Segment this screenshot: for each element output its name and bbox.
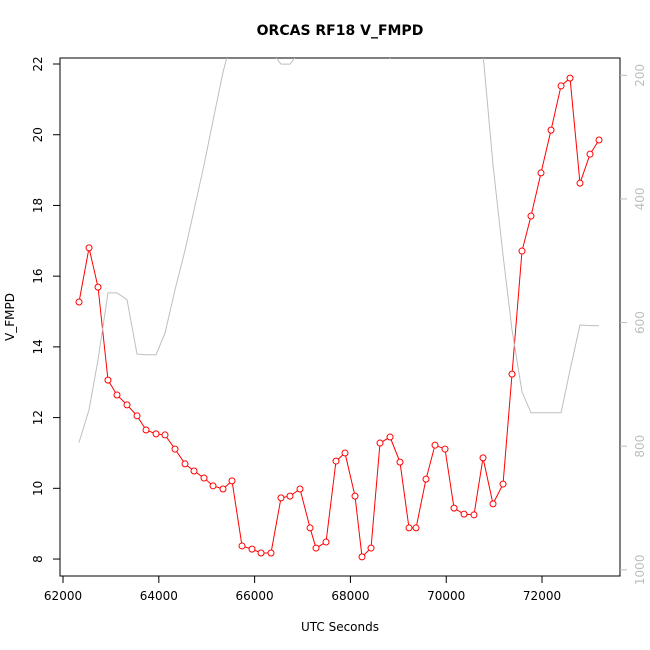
data-point	[296, 485, 304, 493]
chart-title: ORCAS RF18 V_FMPD	[257, 23, 424, 39]
plot-frame	[59, 57, 621, 577]
data-point	[238, 542, 246, 550]
x-tick-label: 64000	[140, 589, 178, 603]
data-point	[209, 482, 217, 490]
data-point	[460, 510, 468, 518]
data-point	[133, 412, 141, 420]
data-point	[161, 431, 169, 439]
data-point	[257, 549, 265, 557]
data-point	[367, 544, 375, 552]
y-tick-label: 12	[31, 410, 45, 425]
data-point	[450, 504, 458, 512]
data-point	[422, 475, 430, 483]
data-point	[527, 212, 535, 220]
x-tick-label: 70000	[427, 589, 465, 603]
data-point	[376, 439, 384, 447]
data-point	[75, 298, 83, 306]
series-line	[78, 58, 600, 443]
data-point	[306, 524, 314, 532]
y2-tick-label: 200	[633, 64, 647, 87]
data-point	[412, 524, 420, 532]
plot-area	[75, 58, 603, 561]
data-point	[286, 492, 294, 500]
data-point	[595, 136, 603, 144]
x-tick-label: 72000	[523, 589, 561, 603]
data-point	[341, 449, 349, 457]
data-point	[171, 445, 179, 453]
x-tick-label: 66000	[236, 589, 274, 603]
data-point	[386, 433, 394, 441]
y2-tick-label: 600	[633, 311, 647, 334]
data-point	[152, 430, 160, 438]
y-tick-label: 20	[31, 127, 45, 142]
data-point	[267, 549, 275, 557]
data-point	[200, 474, 208, 482]
data-point	[547, 126, 555, 134]
data-point	[479, 454, 487, 462]
data-point	[332, 457, 340, 465]
data-point	[358, 553, 366, 561]
y-tick-label: 14	[31, 339, 45, 354]
data-point	[518, 247, 526, 255]
y-tick-label: 16	[31, 269, 45, 284]
y-axis-label: V_FMPD	[3, 293, 17, 341]
data-point	[557, 82, 565, 90]
data-point	[405, 524, 413, 532]
y2-tick-label: 400	[633, 187, 647, 210]
data-point	[190, 467, 198, 475]
data-point	[312, 544, 320, 552]
data-point	[396, 458, 404, 466]
data-point	[351, 492, 359, 500]
x-axis-label: UTC Seconds	[301, 620, 379, 634]
data-point	[123, 401, 131, 409]
y-tick-label: 18	[31, 198, 45, 213]
data-point	[113, 391, 121, 399]
y-tick-label: 22	[31, 56, 45, 71]
data-point	[576, 179, 584, 187]
data-point	[248, 545, 256, 553]
data-point	[537, 169, 545, 177]
data-point	[104, 376, 112, 384]
data-point	[277, 494, 285, 502]
y-tick-label: 8	[31, 555, 45, 563]
data-point	[431, 441, 439, 449]
data-point	[499, 480, 507, 488]
data-point	[219, 485, 227, 493]
data-point	[566, 74, 574, 82]
data-point	[85, 244, 93, 252]
series-line	[78, 77, 600, 558]
data-point	[142, 426, 150, 434]
data-point	[441, 445, 449, 453]
x-tick-label: 62000	[44, 589, 82, 603]
data-point	[470, 511, 478, 519]
y2-tick-label: 1000	[633, 555, 647, 586]
y-tick-label: 10	[31, 481, 45, 496]
data-point	[489, 500, 497, 508]
data-point	[228, 477, 236, 485]
data-point	[322, 538, 330, 546]
data-point	[508, 370, 516, 378]
y2-tick-label: 800	[633, 435, 647, 458]
x-tick-label: 68000	[331, 589, 369, 603]
data-point	[181, 460, 189, 468]
data-point	[586, 150, 594, 158]
data-point	[94, 283, 102, 291]
